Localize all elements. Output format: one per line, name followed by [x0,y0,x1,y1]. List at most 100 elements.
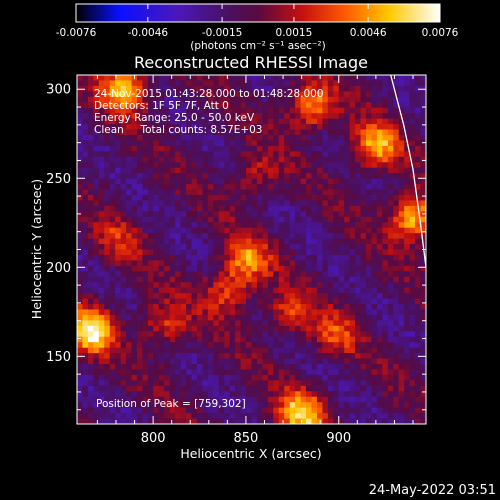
heatmap-cell [235,271,241,278]
heatmap-cell [251,162,258,169]
heatmap-cell [355,374,361,381]
heatmap-cell [120,118,127,125]
heatmap-cell [191,369,198,376]
heatmap-cell [355,298,361,305]
heatmap-cell [382,205,389,212]
heatmap-cell [224,347,231,354]
heatmap-cell [251,282,258,289]
heatmap-cell [409,140,416,147]
heatmap-cell [186,304,192,310]
heatmap-cell [202,216,209,223]
heatmap-cell [371,102,378,109]
heatmap-cell [409,184,416,190]
heatmap-cell [158,205,165,212]
heatmap-cell [267,282,274,289]
heatmap-cell [278,396,285,403]
heatmap-cell [109,358,116,365]
heatmap-cell [136,287,143,294]
heatmap-cell [186,418,192,424]
heatmap-cell [104,298,111,305]
heatmap-cell [224,298,231,305]
heatmap-cell [229,167,236,174]
heatmap-cell [295,358,301,365]
heatmap-cell [202,336,209,343]
heatmap-cell [306,118,312,125]
heatmap-cell [355,380,361,387]
heatmap-cell [142,167,149,174]
heatmap-cell [186,249,192,256]
heatmap-cell [158,380,165,387]
heatmap-cell [104,129,111,136]
heatmap-cell [93,167,100,174]
heatmap-cell [327,402,334,408]
heatmap-cell [77,113,83,119]
heatmap-cell [147,205,154,212]
heatmap-cell [355,342,361,348]
heatmap-cell [82,314,89,321]
heatmap-cell [295,325,301,332]
heatmap-cell [186,385,192,392]
heatmap-cell [136,118,143,125]
heatmap-cell [322,402,329,408]
heatmap-cell [284,271,291,278]
heatmap-cell [273,342,280,348]
heatmap-cell [409,374,416,381]
heatmap-cell [218,173,225,179]
heatmap-cell [278,358,285,365]
heatmap-cell [207,211,214,218]
heatmap-cell [158,107,165,114]
heatmap-cell [164,140,171,147]
heatmap-cell [387,320,394,327]
heatmap-cell [115,162,121,169]
heatmap-cell [164,113,171,119]
heatmap-cell [93,222,100,229]
heatmap-cell [207,260,214,267]
heatmap-cell [393,96,400,103]
heatmap-cell [338,309,345,316]
heatmap-cell [415,314,421,321]
heatmap-cell [349,418,356,424]
heatmap-cell [300,265,307,272]
heatmap-cell [131,118,138,125]
heatmap-cell [109,162,116,169]
heatmap-cell [191,413,198,419]
heatmap-cell [175,385,181,392]
heatmap-cell [278,314,285,321]
heatmap-cell [136,96,143,103]
heatmap-cell [235,282,241,289]
heatmap-cell [136,276,143,283]
heatmap-cell [240,298,247,305]
heatmap-cell [289,287,296,294]
heatmap-cell [371,364,378,370]
heatmap-cell [300,80,307,87]
heatmap-cell [284,287,291,294]
heatmap-cell [131,309,138,316]
heatmap-cell [147,85,154,92]
heatmap-cell [409,314,416,321]
heatmap-cell [147,282,154,289]
heatmap-cell [224,96,231,103]
heatmap-cell [218,380,225,387]
heatmap-cell [104,380,111,387]
heatmap-cell [256,222,263,229]
heatmap-cell [393,391,400,398]
heatmap-cell [180,314,187,321]
heatmap-cell [251,238,258,245]
heatmap-cell [240,216,247,223]
heatmap-cell [306,227,312,234]
heatmap-cell [360,385,367,392]
heatmap-cell [115,134,121,141]
heatmap-cell [256,336,263,343]
heatmap-cell [333,265,340,272]
heatmap-cell [180,194,187,201]
heatmap-cell [267,222,274,229]
heatmap-cell [240,282,247,289]
heatmap-cell [147,304,154,310]
heatmap-cell [87,178,94,185]
heatmap-cell [186,216,192,223]
heatmap-cell [115,358,121,365]
heatmap-cell [387,85,394,92]
heatmap-cell [376,260,383,267]
heatmap-cell [115,178,121,185]
heatmap-cell [158,244,165,250]
